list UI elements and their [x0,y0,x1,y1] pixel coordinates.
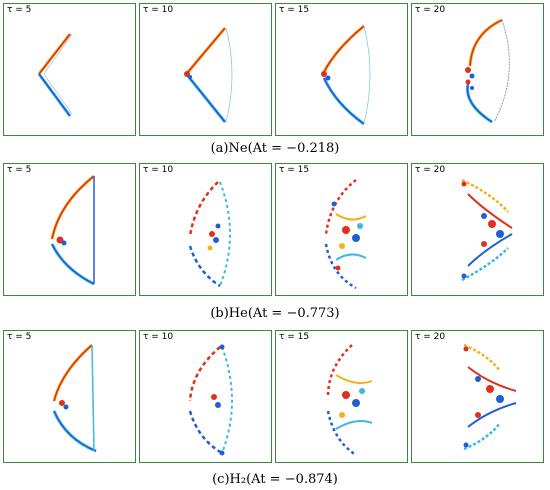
tau-label: τ = 5 [7,5,32,15]
vorticity-field-image [184,27,233,123]
panel-h2-tau-10: τ = 10 [139,330,272,463]
tau-label: τ = 15 [279,5,310,15]
vorticity-field-image [321,24,371,126]
vorticity-field-image [326,344,373,457]
tau-label: τ = 10 [143,5,174,15]
panel-ne-tau-20: τ = 20 [411,3,544,136]
vorticity-field-image [188,344,233,456]
vorticity-field-image [52,343,97,453]
panel-ne-tau-5: τ = 5 [3,3,136,136]
panel-h2-tau-5: τ = 5 [3,330,136,463]
tau-label: τ = 20 [415,165,446,175]
panel-he-tau-20: τ = 20 [411,163,544,296]
tau-label: τ = 5 [7,332,32,342]
panel-h2-tau-20: τ = 20 [411,330,544,463]
panel-h2-tau-15: τ = 15 [275,330,408,463]
tau-label: τ = 20 [415,5,446,15]
panel-he-tau-5: τ = 5 [3,163,136,296]
vorticity-field-image [188,181,231,288]
vorticity-field-image [461,178,513,282]
caption-ne: (a)Ne(At = −0.218) [210,141,340,156]
tau-label: τ = 10 [143,165,174,175]
panel-ne-tau-10: τ = 10 [139,3,272,136]
caption-h2: (c)H₂(At = −0.874) [212,472,338,487]
caption-he: (b)He(At = −0.773) [210,306,340,321]
vorticity-field-image [463,343,517,451]
tau-label: τ = 5 [7,165,32,175]
panel-he-tau-15: τ = 15 [275,163,408,296]
tau-label: τ = 20 [415,332,446,342]
vorticity-field-image [50,174,95,286]
vorticity-field-image [324,179,367,290]
vorticity-field-image [465,18,510,124]
tau-label: τ = 10 [143,332,174,342]
vorticity-field-image [37,33,73,117]
panel-he-tau-10: τ = 10 [139,163,272,296]
panel-ne-tau-15: τ = 15 [275,3,408,136]
tau-label: τ = 15 [279,165,310,175]
tau-label: τ = 15 [279,332,310,342]
